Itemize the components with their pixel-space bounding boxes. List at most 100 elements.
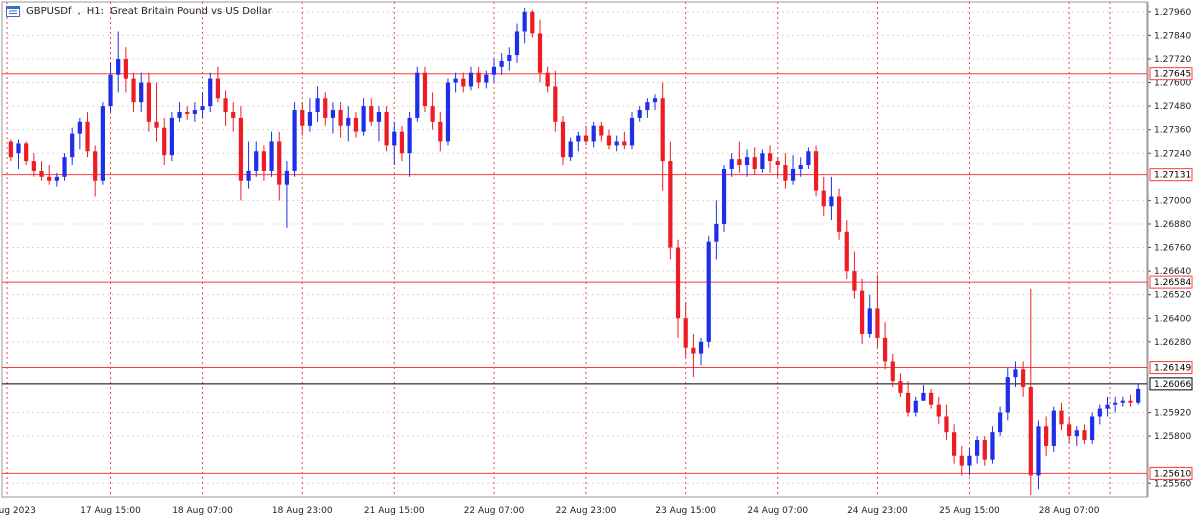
candle-body	[1036, 426, 1041, 476]
candle-body	[1059, 410, 1064, 425]
candle-body	[277, 141, 282, 185]
level-label-box	[1149, 67, 1193, 81]
y-tick-label: 1.26520	[1154, 291, 1191, 301]
candle-body	[606, 135, 612, 146]
candle-body	[261, 151, 267, 171]
candle-body	[1005, 377, 1010, 413]
candle-body	[998, 412, 1003, 433]
candle-body	[645, 102, 650, 111]
candle-body	[146, 82, 151, 122]
level-label: 1.26149	[1154, 364, 1191, 374]
candle-body	[24, 143, 29, 162]
candle-body	[407, 117, 412, 154]
candle-body	[116, 58, 121, 75]
candle-body	[982, 440, 987, 460]
candle-body	[223, 98, 228, 112]
candle-body	[936, 404, 941, 417]
candle-body	[499, 60, 504, 67]
candle-body	[944, 416, 949, 433]
candle-body	[898, 381, 903, 393]
candle-body	[560, 121, 566, 158]
y-tick-label: 1.27720	[1154, 55, 1191, 65]
candle-body	[292, 110, 297, 171]
candle-body	[668, 161, 673, 248]
candle-body	[415, 72, 420, 118]
level-label: 1.25610	[1154, 469, 1191, 479]
candle-body	[852, 271, 857, 291]
x-tick-label: 24 Aug 23:00	[847, 506, 908, 516]
level-label: 1.27645	[1154, 70, 1191, 80]
chart-header: GBPUSDf, H1: Great Britain Pound vs US D…	[6, 4, 272, 18]
level-label-box	[1149, 275, 1193, 289]
current-price-label: 1.26066	[1154, 380, 1191, 390]
x-tick-label: 25 Aug 15:00	[939, 506, 1000, 516]
candle-body	[507, 55, 512, 61]
candle-body	[714, 223, 719, 242]
symbol-label: GBPUSDf	[26, 5, 72, 17]
candle-body	[545, 72, 550, 87]
candle-body	[913, 400, 918, 413]
candle-body	[829, 196, 834, 207]
candle-body	[47, 176, 52, 181]
candle-body	[905, 392, 911, 413]
y-tick-label: 1.27480	[1154, 102, 1191, 112]
y-tick-label: 1.26400	[1154, 314, 1191, 324]
candle-body	[468, 72, 474, 87]
candle-body	[1113, 402, 1118, 405]
candle-body	[461, 78, 466, 87]
candle-body	[185, 112, 190, 114]
candle-body	[882, 337, 888, 362]
candle-body	[192, 110, 197, 114]
candle-body	[553, 86, 558, 122]
candle-body	[844, 231, 849, 272]
candle-body	[246, 170, 251, 181]
candle-body	[683, 318, 688, 348]
candle-body	[16, 143, 21, 154]
candle-body	[392, 131, 397, 146]
candle-body	[422, 72, 428, 107]
candle-body	[491, 66, 497, 75]
candle-body	[1097, 408, 1102, 417]
candle-body	[346, 117, 351, 126]
candle-body	[859, 290, 865, 334]
level-label-box	[1149, 361, 1193, 375]
candle-body	[384, 112, 389, 146]
candle-body	[767, 153, 773, 162]
candle-body	[583, 135, 589, 142]
candle-body	[706, 241, 711, 342]
candle-body	[361, 106, 366, 132]
x-tick-label: 23 Aug 15:00	[655, 506, 716, 516]
candle-body	[530, 11, 535, 34]
y-tick-label: 1.25800	[1154, 432, 1191, 442]
candle-body	[8, 141, 13, 158]
candle-body	[1120, 400, 1125, 403]
y-tick-label: 1.27000	[1154, 196, 1191, 206]
level-label: 1.27131	[1154, 171, 1191, 181]
candle-body	[208, 78, 213, 107]
candle-body	[177, 112, 182, 118]
candle-body	[1013, 369, 1018, 378]
candle-body	[238, 117, 244, 181]
candle-body	[1136, 388, 1141, 403]
candle-body	[1082, 430, 1087, 441]
candle-body	[637, 110, 642, 118]
candle-body	[975, 440, 980, 456]
plot-area[interactable]	[1, 1, 1148, 498]
chart-window-icon[interactable]	[6, 5, 20, 17]
candle-body	[376, 112, 382, 122]
candle-body	[1090, 416, 1095, 441]
candle-body	[798, 165, 803, 169]
y-tick-label: 1.26640	[1154, 267, 1191, 277]
candle-body	[675, 247, 681, 319]
level-label: 1.26584	[1154, 278, 1191, 288]
candle-body	[729, 159, 734, 169]
candle-body	[323, 98, 328, 118]
candle-body	[476, 72, 481, 83]
x-tick-label: 22 Aug 23:00	[556, 506, 617, 516]
candle-body	[445, 82, 451, 142]
candle-body	[990, 432, 995, 460]
candle-body	[875, 308, 880, 338]
x-tick-label: 18 Aug 07:00	[172, 506, 233, 516]
candle-body	[131, 78, 136, 103]
